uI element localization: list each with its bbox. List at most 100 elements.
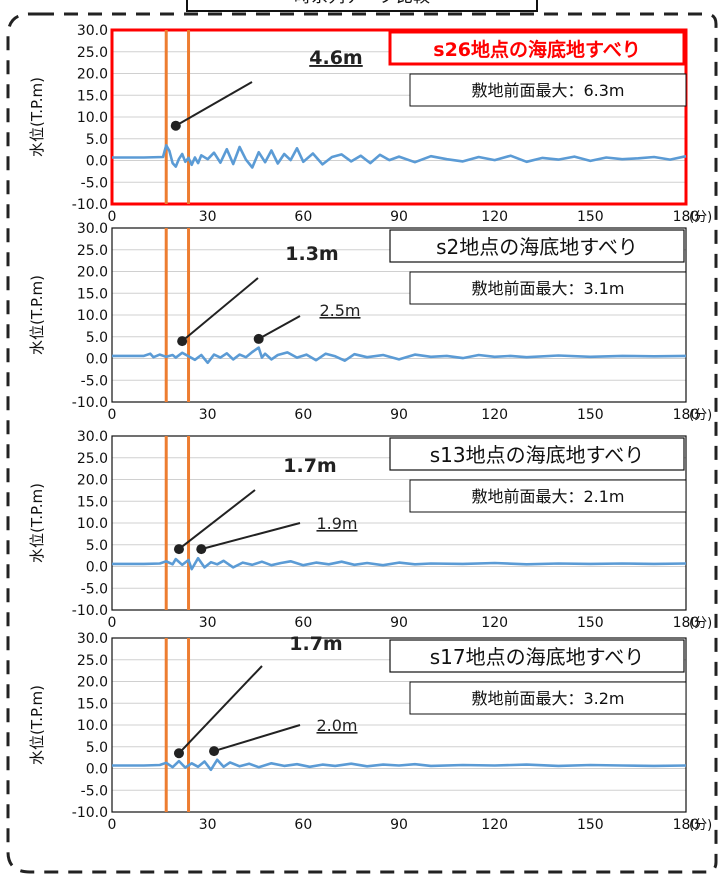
y-axis-label: 水位(T.P.m): [28, 483, 46, 563]
panel-title-box: [389, 229, 685, 263]
peak-marker: [196, 544, 207, 555]
x-tick-label: 90: [390, 615, 408, 631]
max-value-label: 敷地前面最大：2.1m: [471, 487, 624, 506]
x-tick-label: 90: [390, 407, 408, 423]
y-tick-label: -10.0: [72, 805, 108, 821]
peak-annotation-label: 2.0m: [316, 716, 357, 735]
y-tick-label: 10.0: [77, 110, 108, 126]
x-tick-label: 180: [673, 615, 700, 631]
peak-marker: [170, 120, 181, 131]
x-tick-label: 30: [199, 615, 217, 631]
y-tick-label: 20.0: [77, 265, 108, 281]
x-tick-label: 0: [108, 407, 117, 423]
y-tick-label: 30.0: [77, 221, 108, 237]
panel-title: s13地点の海底地すべり: [430, 443, 644, 467]
max-value-label: 敷地前面最大：3.2m: [471, 689, 624, 708]
y-tick-label: 25.0: [77, 451, 108, 467]
y-tick-label: 0.0: [86, 154, 108, 170]
dashed-border-frame: [6, 12, 718, 874]
peak-marker: [209, 746, 220, 757]
y-tick-label: 10.0: [77, 516, 108, 532]
x-tick-label: 150: [577, 615, 604, 631]
y-tick-label: 20.0: [77, 473, 108, 489]
x-tick-label: 60: [294, 209, 312, 225]
y-tick-label: 30.0: [77, 429, 108, 445]
plot-frame: [111, 227, 687, 403]
x-tick-label: 120: [481, 407, 508, 423]
plot-frame: [111, 637, 687, 813]
callout-line: [213, 724, 301, 753]
x-tick-label: 120: [481, 817, 508, 833]
panel-title-box: [388, 30, 686, 66]
peak-marker: [177, 336, 188, 347]
chart-panel-s26: 30.0 25.0 20.0 15.0 10.0 5.0 0.0 -5.0 -10.00 30 60…: [28, 23, 712, 225]
y-tick-label: 25.0: [77, 45, 108, 61]
y-tick-label: 5.0: [86, 538, 108, 554]
x-tick-label: 30: [199, 817, 217, 833]
peak-annotation-label: 1.3m: [285, 243, 338, 265]
x-axis-unit-label: (分): [689, 210, 712, 225]
x-tick-label: 90: [390, 209, 408, 225]
panel-title: s26地点の海底地すべり: [433, 38, 640, 61]
chart-panel-s17: 30.0 25.0 20.0 15.0 10.0 5.0 0.0 -5.0 -10.00 30 60…: [28, 631, 712, 833]
y-tick-label: -5.0: [81, 175, 108, 191]
x-tick-label: 60: [294, 407, 312, 423]
max-value-box: [409, 73, 687, 107]
callout-line: [258, 315, 301, 340]
callout-line: [175, 81, 253, 127]
y-tick-label: 30.0: [77, 631, 108, 647]
peak-marker: [173, 748, 184, 759]
y-tick-label: 0.0: [86, 560, 108, 576]
x-tick-label: 180: [673, 817, 700, 833]
y-tick-label: -5.0: [81, 783, 108, 799]
highlight-frame: [110, 28, 688, 206]
callout-line: [181, 277, 259, 342]
peak-annotation-label: 1.7m: [283, 455, 336, 477]
max-value-box: [409, 271, 687, 305]
y-tick-label: -10.0: [72, 197, 108, 213]
y-tick-label: 25.0: [77, 653, 108, 669]
panel-title-box: [389, 437, 685, 471]
x-tick-label: 120: [481, 209, 508, 225]
y-tick-label: 10.0: [77, 308, 108, 324]
x-axis-unit-label: (分): [689, 616, 712, 631]
y-tick-label: 20.0: [77, 67, 108, 83]
y-tick-label: 5.0: [86, 132, 108, 148]
y-tick-label: -10.0: [72, 395, 108, 411]
x-axis-unit-label: (分): [689, 818, 712, 833]
y-tick-label: 5.0: [86, 740, 108, 756]
y-axis-label: 水位(T.P.m): [28, 685, 46, 765]
plot-frame: [111, 435, 687, 611]
peak-annotation-label: 1.9m: [316, 514, 357, 533]
y-tick-label: -10.0: [72, 603, 108, 619]
y-axis-label: 水位(T.P.m): [28, 275, 46, 355]
y-tick-label: 0.0: [86, 762, 108, 778]
peak-annotation-label: 1.7m: [289, 633, 342, 655]
water-level-series-line: [112, 758, 687, 772]
y-tick-label: 15.0: [77, 88, 108, 104]
callout-line: [178, 665, 263, 754]
y-tick-label: 15.0: [77, 494, 108, 510]
figure-title: 時系列データ比較: [186, 0, 538, 12]
max-value-label: 敷地前面最大：6.3m: [471, 81, 624, 100]
x-tick-label: 0: [108, 209, 117, 225]
x-tick-label: 120: [481, 615, 508, 631]
x-axis-unit-label: (分): [689, 408, 712, 423]
chart-panel-s13: 30.0 25.0 20.0 15.0 10.0 5.0 0.0 -5.0 -10.00 30 60…: [28, 429, 712, 631]
x-tick-label: 30: [199, 209, 217, 225]
max-value-box: [409, 479, 687, 513]
y-tick-label: 15.0: [77, 286, 108, 302]
callout-line: [178, 489, 256, 550]
y-tick-label: 20.0: [77, 675, 108, 691]
y-tick-label: 15.0: [77, 696, 108, 712]
x-tick-label: 150: [577, 407, 604, 423]
x-tick-label: 30: [199, 407, 217, 423]
water-level-series-line: [112, 346, 687, 365]
x-tick-label: 90: [390, 817, 408, 833]
y-axis-label: 水位(T.P.m): [28, 77, 46, 157]
y-tick-label: -5.0: [81, 581, 108, 597]
x-tick-label: 150: [577, 209, 604, 225]
y-tick-label: 30.0: [77, 23, 108, 39]
y-tick-label: 25.0: [77, 243, 108, 259]
y-tick-label: 10.0: [77, 718, 108, 734]
